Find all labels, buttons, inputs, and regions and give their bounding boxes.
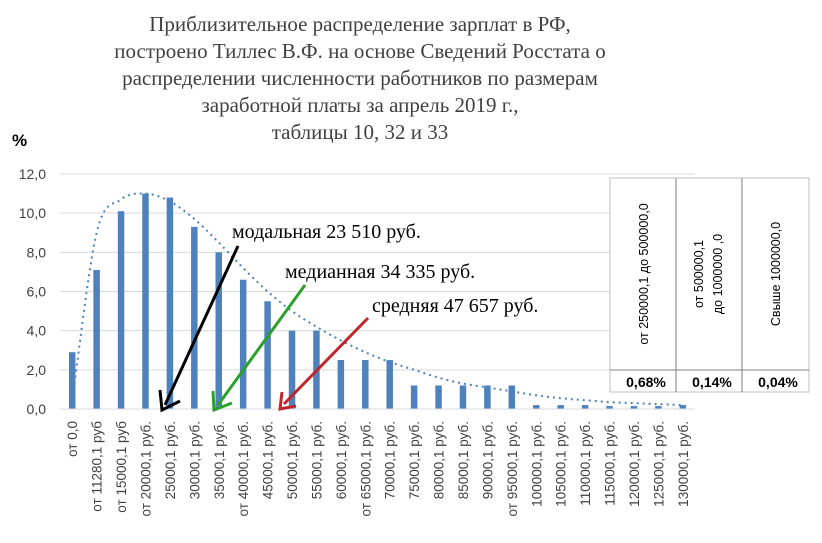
arrow-modal xyxy=(158,245,240,413)
bar xyxy=(215,252,222,409)
x-tick-label: 105000,1 руб. xyxy=(554,421,569,507)
bar xyxy=(557,405,564,409)
bar xyxy=(386,360,393,409)
table-header-1: от 250000,1 до 500000,0 xyxy=(637,203,651,344)
y-tick-label: 4,0 xyxy=(27,323,47,339)
arrow-mean xyxy=(278,316,370,411)
bar xyxy=(459,385,467,409)
table-value-1: 0,68% xyxy=(626,374,666,390)
bar xyxy=(581,405,589,409)
title-line-5: таблицы 10, 32 и 33 xyxy=(272,120,448,144)
table-header-2b: до 1000000 ,0 xyxy=(711,234,725,314)
title-line-4: заработной платы за апрель 2019 г., xyxy=(201,93,518,117)
bar xyxy=(288,330,296,409)
x-tick-label: от 11280,1 руб xyxy=(90,421,105,512)
x-tick-label: 55000,1 руб. xyxy=(309,421,324,499)
x-tick-label: от 65000,1 руб. xyxy=(358,421,373,516)
bar xyxy=(410,385,418,409)
bar xyxy=(533,405,540,409)
annotation-median: медианная 34 335 руб. xyxy=(285,261,475,283)
y-tick-labels: 0,0 2,0 4,0 6,0 8,0 10,0 12,0 xyxy=(19,166,46,417)
x-tick-label: 85000,1 руб. xyxy=(456,421,471,499)
bar xyxy=(68,352,76,409)
high-salary-table: от 250000,1 до 500000,0 от 500000,1 до 1… xyxy=(609,177,810,393)
table-header-3: Свыше 1000000,0 xyxy=(769,222,783,326)
gridlines xyxy=(60,173,695,371)
x-tick-label: 115000,1 руб. xyxy=(603,421,618,506)
x-tick-label: от 0,0 xyxy=(65,421,80,457)
bar xyxy=(484,385,491,409)
bar xyxy=(508,385,516,409)
annotation-mean: средняя 47 657 руб. xyxy=(372,295,538,317)
trend-curve xyxy=(71,192,683,407)
x-tick-label: 100000,1 руб. xyxy=(529,421,544,507)
x-tick-label: 80000,1 руб. xyxy=(432,421,447,499)
bar xyxy=(191,226,198,409)
x-tick-label: 30000,1 руб. xyxy=(187,421,202,499)
x-tick-labels: от 0,0 от 11280,1 руб от 15000,1 руб от 200… xyxy=(65,421,691,517)
x-tick-label: 110000,1 руб. xyxy=(578,421,593,506)
x-tick-label: 45000,1 руб. xyxy=(261,421,276,499)
x-tick-label: 90000,1 руб. xyxy=(480,421,495,499)
x-tick-label: от 40000,1 руб. xyxy=(236,421,251,516)
x-tick-label: 50000,1 руб. xyxy=(285,421,300,499)
y-tick-label: 12,0 xyxy=(19,166,46,182)
x-tick-label: 60000,1 руб. xyxy=(334,421,349,499)
title-line-1: Приблизительное распределение зарплат в … xyxy=(149,12,571,36)
bar-series xyxy=(68,193,687,409)
x-tick-label: 70000,1 руб. xyxy=(383,421,398,499)
bar xyxy=(264,301,271,409)
bar xyxy=(93,269,100,409)
bar xyxy=(655,406,662,409)
bar xyxy=(606,406,613,409)
y-tick-label: 10,0 xyxy=(19,205,46,221)
x-tick-label: от 15000,1 руб xyxy=(114,421,129,513)
bar xyxy=(142,193,149,409)
x-tick-label: 35000,1 руб. xyxy=(212,421,227,499)
y-axis-label: % xyxy=(12,131,27,150)
x-tick-label: от 20000,1 руб. xyxy=(138,421,153,516)
bar xyxy=(630,406,638,409)
table-header-2a: от 500000,1 xyxy=(692,240,706,308)
y-tick-label: 0,0 xyxy=(27,401,47,417)
x-tick-label: от 95000,1 руб. xyxy=(505,421,520,516)
chart-title: Приблизительное распределение зарплат в … xyxy=(114,12,605,144)
y-tick-label: 6,0 xyxy=(27,284,47,300)
x-tick-label: 120000,1 руб. xyxy=(627,421,642,507)
x-tick-label: 130000,1 руб. xyxy=(676,421,691,507)
annotation-modal: модальная 23 510 руб. xyxy=(232,221,421,243)
y-tick-label: 2,0 xyxy=(27,362,47,378)
arrow-median xyxy=(211,284,307,413)
bar xyxy=(362,360,369,409)
bar xyxy=(117,211,125,409)
bar xyxy=(166,197,174,409)
table-value-3: 0,04% xyxy=(758,374,798,390)
table-value-2: 0,14% xyxy=(692,374,732,390)
y-tick-label: 8,0 xyxy=(27,244,47,260)
bar xyxy=(239,279,247,409)
x-tick-label: 75000,1 руб. xyxy=(407,421,422,499)
title-line-2: построено Тиллес В.Ф. на основе Сведений… xyxy=(114,39,605,63)
bar xyxy=(337,360,345,409)
x-tick-label: 125000,1 руб. xyxy=(651,421,666,507)
bar xyxy=(435,385,442,409)
x-tick-label: 25000,1 руб. xyxy=(163,421,178,499)
bar xyxy=(679,405,687,409)
title-line-3: распределении численности работников по … xyxy=(122,66,598,90)
